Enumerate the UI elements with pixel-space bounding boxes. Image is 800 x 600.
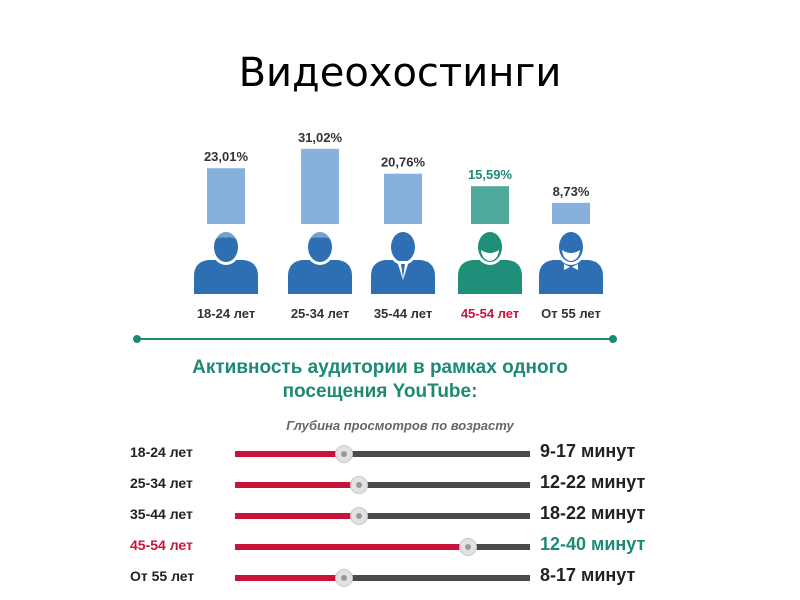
row-age-label: 18-24 лет xyxy=(130,444,193,460)
bar-value-label: 23,01% xyxy=(204,149,249,164)
row-fill xyxy=(235,482,359,488)
watch-depth-row: 35-44 лет 18-22 минут xyxy=(130,500,670,530)
activity-title-line-2: посещения YouTube: xyxy=(282,381,478,402)
row-track xyxy=(235,569,530,587)
divider-dot-left xyxy=(133,335,141,343)
row-age-label: 45-54 лет xyxy=(130,537,193,553)
row-knob xyxy=(335,445,354,463)
divider-dot-right xyxy=(609,335,617,343)
age-category-label: 35-44 лет xyxy=(374,306,432,321)
bearded-man-bowtie-icon xyxy=(539,229,603,294)
bar-value-label: 31,02% xyxy=(298,130,343,145)
age-category-label: 18-24 лет xyxy=(197,306,255,321)
row-knob xyxy=(349,476,368,494)
age-category-label: 25-34 лет xyxy=(291,306,349,321)
bar xyxy=(552,202,590,224)
row-age-label: 35-44 лет xyxy=(130,506,193,522)
bar-value-label: 15,59% xyxy=(468,167,513,182)
age-bar-chart: 23,01% 18-24 лет 31,02% 25-34 лет 20,76% 35-4… xyxy=(194,130,603,321)
row-knob xyxy=(349,507,368,525)
activity-title: Активность аудитории в рамках одного пос… xyxy=(150,356,610,404)
age-category-label: 45-54 лет xyxy=(461,306,519,321)
row-track xyxy=(235,445,530,463)
watch-depth-row: 45-54 лет 12-40 минут xyxy=(130,531,670,561)
bar-value-label: 8,73% xyxy=(553,184,590,199)
row-minutes: 12-40 минут xyxy=(540,534,646,554)
row-minutes: 8-17 минут xyxy=(540,565,636,585)
bar xyxy=(384,173,422,224)
young-man-icon xyxy=(194,229,258,294)
row-fill xyxy=(235,513,359,519)
age-category-label: От 55 лет xyxy=(541,306,601,321)
activity-title-line-1: Активность аудитории в рамках одного xyxy=(192,357,568,378)
row-fill xyxy=(235,544,469,550)
man-in-suit-icon xyxy=(371,229,435,294)
row-age-label: От 55 лет xyxy=(130,568,195,584)
row-knob xyxy=(459,538,478,556)
bar xyxy=(301,148,339,224)
bar xyxy=(471,186,509,224)
row-minutes: 12-22 минут xyxy=(540,472,646,492)
row-knob xyxy=(335,569,354,587)
activity-subtitle: Глубина просмотров по возрасту xyxy=(286,418,514,433)
row-minutes: 18-22 минут xyxy=(540,503,646,523)
section-divider xyxy=(137,338,613,340)
bar xyxy=(207,168,245,224)
watch-depth-row: От 55 лет 8-17 минут xyxy=(130,562,670,592)
bearded-man-icon xyxy=(458,229,522,294)
slide-title: Видеохостинги xyxy=(238,50,562,96)
row-track xyxy=(235,507,530,525)
row-track xyxy=(235,476,530,494)
row-track xyxy=(235,538,530,556)
row-minutes: 9-17 минут xyxy=(540,441,636,461)
row-fill xyxy=(235,575,345,581)
row-fill xyxy=(235,451,345,457)
young-man-icon xyxy=(288,229,352,294)
watch-depth-row: 18-24 лет 9-17 минут xyxy=(130,438,670,468)
watch-depth-row: 25-34 лет 12-22 минут xyxy=(130,469,670,499)
bar-value-label: 20,76% xyxy=(381,155,426,170)
row-age-label: 25-34 лет xyxy=(130,475,193,491)
